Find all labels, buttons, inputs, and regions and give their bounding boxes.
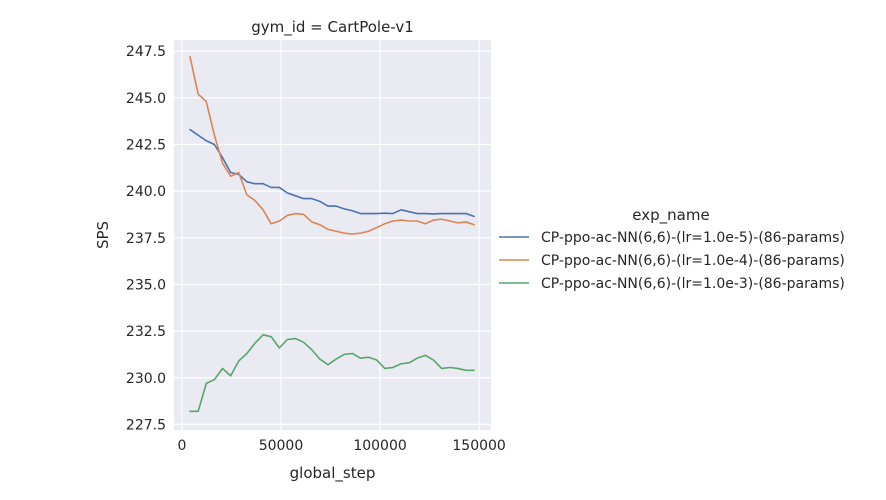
x-tick-label: 150000 xyxy=(452,438,505,454)
series-line-1 xyxy=(189,128,475,218)
x-tick-label: 0 xyxy=(177,438,186,454)
y-tick-label: 242.5 xyxy=(126,137,166,153)
y-tick-label: 245.0 xyxy=(126,91,166,107)
x-tick-label: 50000 xyxy=(259,438,304,454)
legend-item: CP-ppo-ac-NN(6,6)-(lr=1.0e-5)-(86-params… xyxy=(499,230,845,246)
legend: exp_name CP-ppo-ac-NN(6,6)-(lr=1.0e-5)-(… xyxy=(499,206,845,292)
legend-title: exp_name xyxy=(632,206,709,225)
x-axis-label: global_step xyxy=(290,464,376,483)
y-axis-ticks: 227.5 230.0 232.5 235.0 237.5 240.0 242.5 245.0… xyxy=(126,44,166,433)
y-tick-label: 235.0 xyxy=(126,277,166,293)
grid xyxy=(174,40,491,430)
y-tick-label: 232.5 xyxy=(126,324,166,340)
y-tick-label: 240.0 xyxy=(126,184,166,200)
legend-label: CP-ppo-ac-NN(6,6)-(lr=1.0e-3)-(86-params… xyxy=(541,276,845,292)
plot-background xyxy=(174,40,491,430)
y-tick-label: 247.5 xyxy=(126,44,166,60)
series-line-3 xyxy=(189,334,475,413)
legend-item: CP-ppo-ac-NN(6,6)-(lr=1.0e-4)-(86-params… xyxy=(499,253,845,269)
x-tick-label: 100000 xyxy=(353,438,406,454)
x-axis-ticks: 0 50000 100000 150000 xyxy=(177,438,505,454)
series-line-2 xyxy=(189,55,475,235)
legend-label: CP-ppo-ac-NN(6,6)-(lr=1.0e-5)-(86-params… xyxy=(541,230,845,246)
y-tick-label: 230.0 xyxy=(126,371,166,387)
y-tick-label: 227.5 xyxy=(126,417,166,433)
legend-item: CP-ppo-ac-NN(6,6)-(lr=1.0e-3)-(86-params… xyxy=(499,276,845,292)
series-lines xyxy=(189,55,475,413)
y-axis-label: SPS xyxy=(94,221,112,249)
chart-title: gym_id = CartPole-v1 xyxy=(251,18,414,37)
legend-items: CP-ppo-ac-NN(6,6)-(lr=1.0e-5)-(86-params… xyxy=(499,230,845,292)
y-tick-label: 237.5 xyxy=(126,231,166,247)
legend-label: CP-ppo-ac-NN(6,6)-(lr=1.0e-4)-(86-params… xyxy=(541,253,845,269)
